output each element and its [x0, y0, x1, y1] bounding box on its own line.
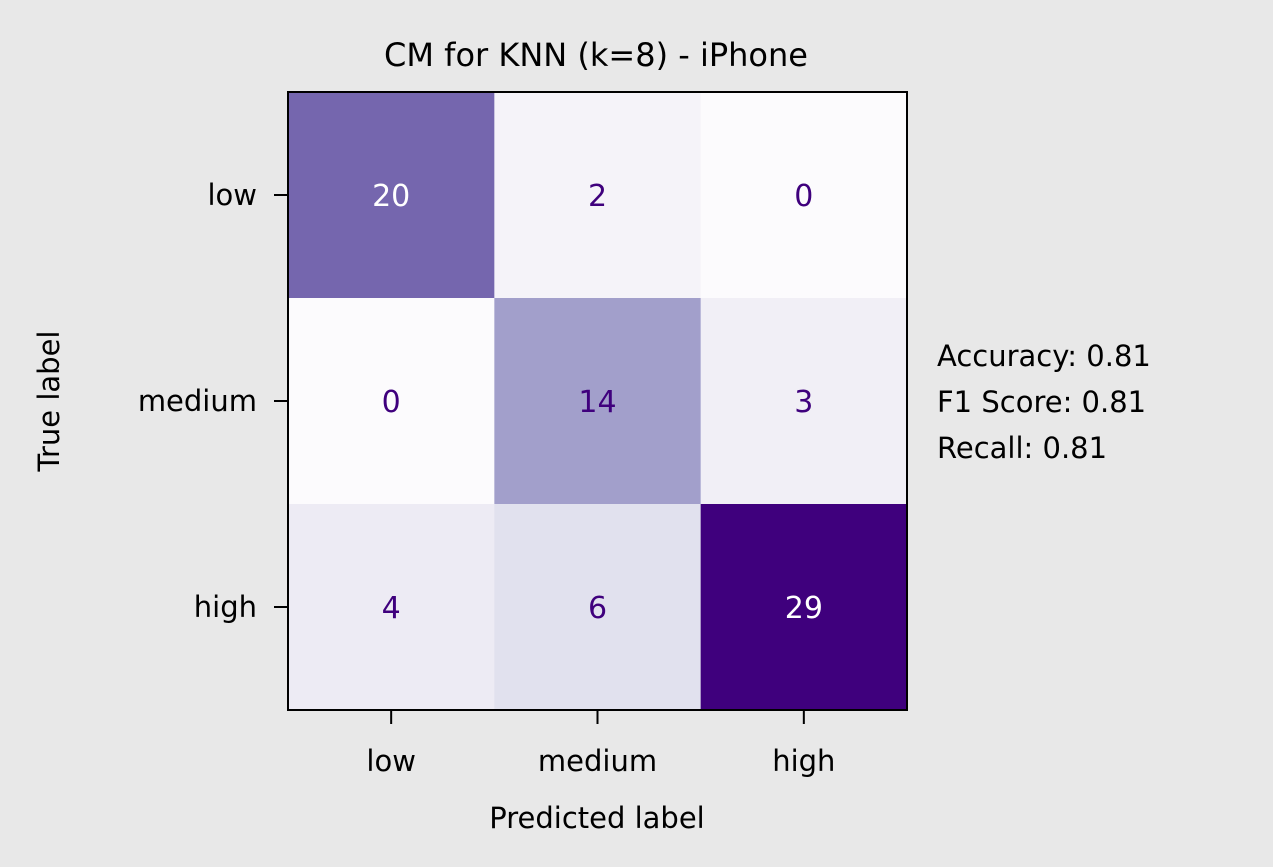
y-tick-label: medium — [138, 384, 257, 418]
cell-value-label: 0 — [382, 385, 401, 420]
heatmap-cell — [494, 92, 702, 299]
heatmap-cell — [494, 504, 702, 711]
heatmap-cell — [700, 92, 908, 299]
heatmap-cells — [288, 92, 908, 711]
cell-value-label: 2 — [588, 179, 607, 214]
heatmap-cell — [288, 298, 495, 505]
cell-value-label: 4 — [382, 591, 401, 626]
cell-value-labels: 20 2 00 14 34 6 29 — [372, 179, 823, 626]
heatmap-cell — [288, 504, 495, 711]
metrics-annotation: Accuracy: 0.81 F1 Score: 0.81 Recall: 0.… — [937, 339, 1151, 465]
x-tick-label: high — [772, 744, 835, 778]
cell-value-label: 14 — [578, 385, 616, 420]
metric-recall: Recall: 0.81 — [937, 431, 1107, 465]
heatmap-cell — [494, 298, 702, 505]
y-axis-label: True label — [32, 331, 66, 473]
x-tick-label: low — [366, 744, 416, 778]
metric-f1-score: F1 Score: 0.81 — [937, 385, 1146, 419]
heatmap-cell — [288, 92, 495, 299]
x-tick-label: medium — [538, 744, 657, 778]
heatmap-cell — [700, 504, 908, 711]
cell-value-label: 0 — [794, 179, 813, 214]
cell-value-label: 3 — [794, 385, 813, 420]
y-tick-label: high — [194, 590, 257, 624]
x-axis-ticks: low medium high — [366, 710, 835, 778]
y-axis-ticks: low medium high — [138, 178, 288, 624]
y-tick-label: low — [207, 178, 257, 212]
cell-value-label: 29 — [785, 591, 823, 626]
chart-title: CM for KNN (k=8) - iPhone — [384, 36, 808, 74]
metric-accuracy: Accuracy: 0.81 — [937, 339, 1151, 373]
x-axis-label: Predicted label — [489, 801, 705, 835]
cell-value-label: 20 — [372, 179, 410, 214]
heatmap-cell — [700, 298, 908, 505]
cell-value-label: 6 — [588, 591, 607, 626]
